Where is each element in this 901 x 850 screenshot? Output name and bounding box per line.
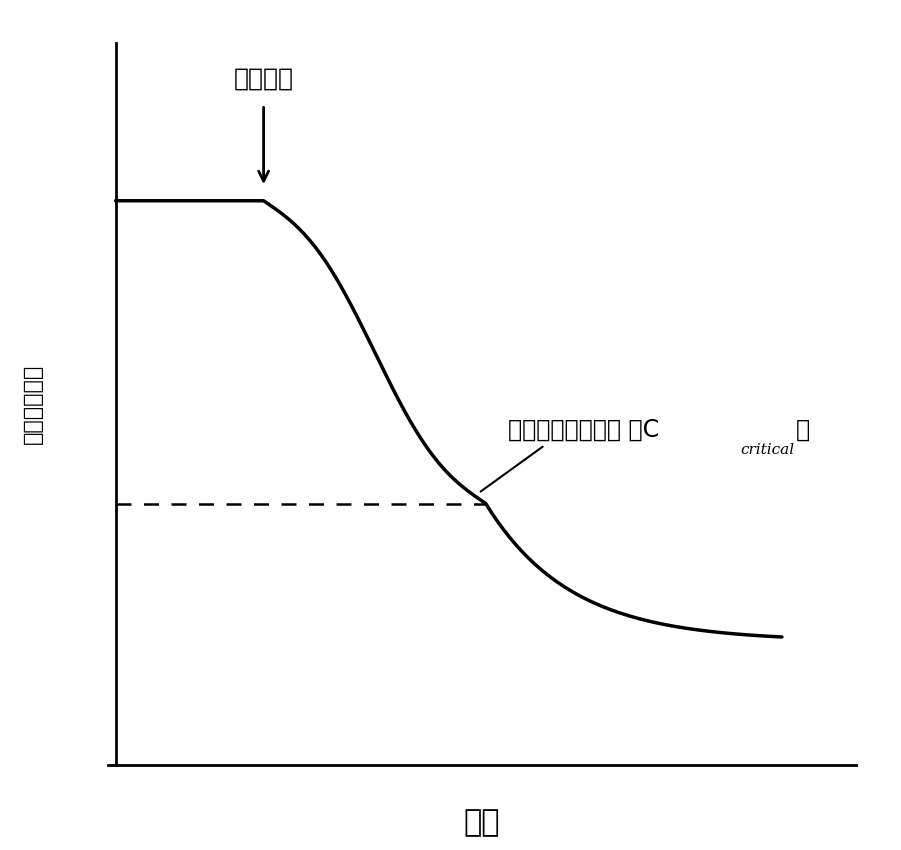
- Text: 임계용존산소농도 （C: 임계용존산소농도 （C: [508, 417, 659, 442]
- Text: critical: critical: [740, 443, 794, 456]
- Text: 통기정지: 통기정지: [233, 66, 294, 91]
- Text: ）: ）: [796, 417, 810, 442]
- Text: 시간: 시간: [464, 808, 500, 837]
- Text: 용존산소농도: 용존산소농도: [23, 364, 43, 444]
